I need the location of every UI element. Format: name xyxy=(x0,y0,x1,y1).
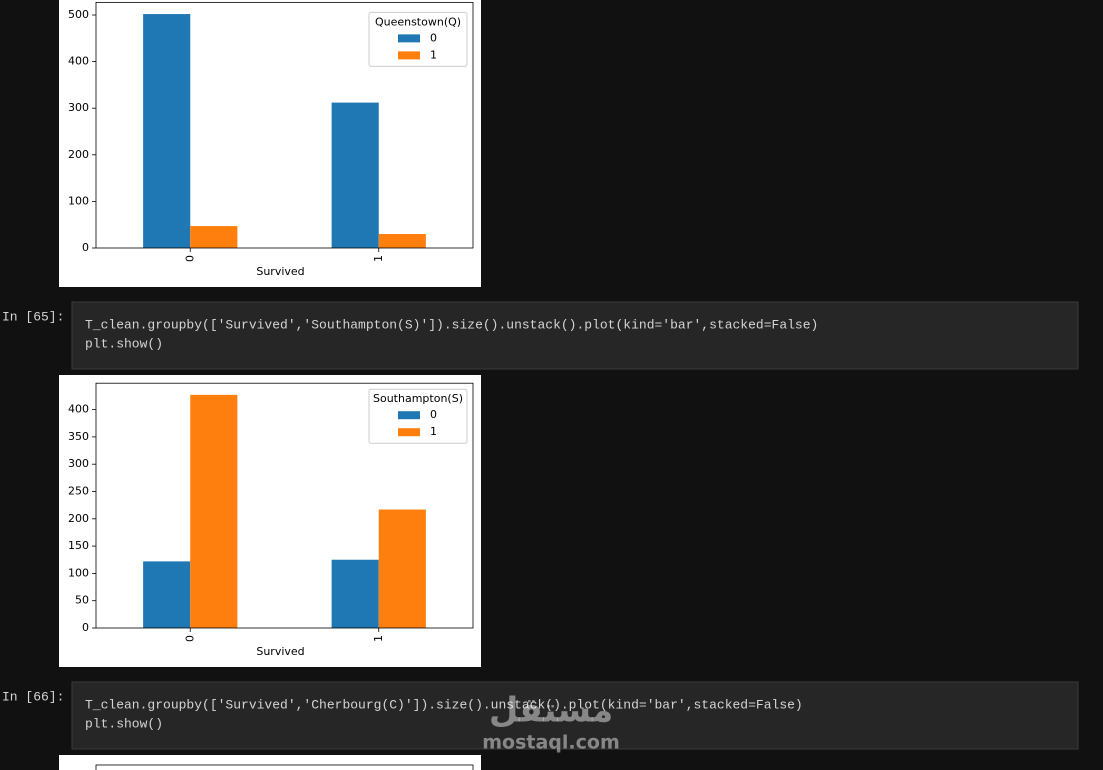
legend-swatch xyxy=(398,411,420,420)
x-tick-label: 1 xyxy=(372,255,385,262)
y-tick-label: 200 xyxy=(68,148,89,161)
code-line: plt.show() xyxy=(85,716,163,731)
watermark-text: mostaql.com xyxy=(482,732,620,754)
bar xyxy=(331,102,379,248)
axes-frame-partial xyxy=(95,764,474,770)
y-tick-label: 100 xyxy=(68,194,89,207)
y-tick-label: 400 xyxy=(68,403,89,416)
x-axis-label: Survived xyxy=(256,265,304,278)
y-tick-label: 500 xyxy=(68,8,89,21)
watermark-logo: مستقل xyxy=(489,691,613,731)
y-tick-label: 50 xyxy=(75,594,89,607)
x-axis-label: Survived xyxy=(256,645,304,658)
y-tick-label: 300 xyxy=(68,101,89,114)
bar xyxy=(331,559,379,628)
y-tick-label: 100 xyxy=(68,566,89,579)
legend-title: Queenstown(Q) xyxy=(375,15,461,28)
y-tick-label: 300 xyxy=(68,457,89,470)
y-tick-label: 200 xyxy=(68,512,89,525)
x-tick-label: 1 xyxy=(372,635,385,642)
x-tick-label: 0 xyxy=(183,635,196,642)
legend-label: 0 xyxy=(430,31,437,44)
y-tick-label: 0 xyxy=(82,621,89,634)
chart-image-partial xyxy=(59,755,481,770)
y-tick-label: 400 xyxy=(68,55,89,68)
legend-swatch xyxy=(398,428,420,437)
y-tick-label: 350 xyxy=(68,430,89,443)
axes-frame xyxy=(95,382,474,629)
code-cell xyxy=(71,681,1079,750)
y-tick-label: 0 xyxy=(82,241,89,254)
legend-swatch xyxy=(398,51,420,60)
legend-title: Southampton(S) xyxy=(373,392,463,405)
cell-prompt: In [65]: xyxy=(2,309,64,324)
code-line: plt.show() xyxy=(85,336,163,351)
cell-prompt: In [66]: xyxy=(2,689,64,704)
legend-label: 1 xyxy=(430,48,437,61)
bar xyxy=(143,561,191,628)
bar xyxy=(190,394,238,628)
bar xyxy=(378,509,426,628)
bar xyxy=(378,234,426,248)
x-tick-label: 0 xyxy=(183,255,196,262)
code-line: T_clean.groupby(['Survived','Cherbourg(C… xyxy=(85,697,803,712)
bar xyxy=(190,226,238,248)
axes-frame xyxy=(95,1,474,249)
legend-swatch xyxy=(398,34,420,43)
code-line: T_clean.groupby(['Survived','Southampton… xyxy=(85,317,818,332)
code-cell xyxy=(71,301,1079,370)
bar xyxy=(143,14,191,249)
legend-label: 0 xyxy=(430,408,437,421)
legend-label: 1 xyxy=(430,425,437,438)
y-tick-label: 150 xyxy=(68,539,89,552)
y-tick-label: 250 xyxy=(68,485,89,498)
